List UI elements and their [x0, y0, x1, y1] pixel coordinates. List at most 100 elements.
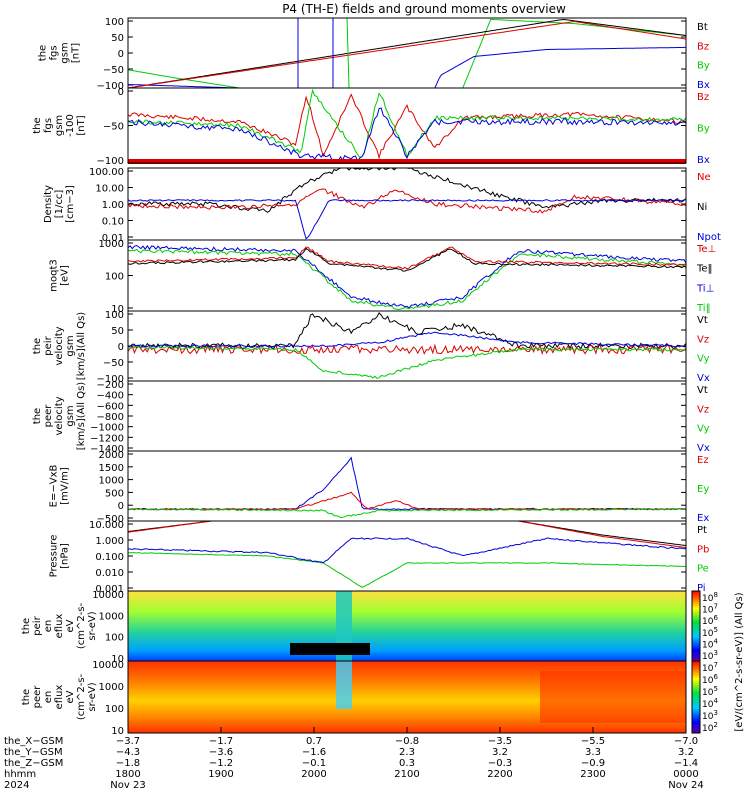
legend-Ni: Ni [697, 202, 707, 213]
panel-ylabel: Density[1/cc][cm−3] [43, 185, 76, 223]
ylabel-line: [nT] [76, 115, 87, 135]
legend-By: By [697, 61, 710, 72]
panel-ylabel: thefgsgsm[nT] [38, 42, 82, 63]
spectrogram-peer-patch [540, 671, 686, 723]
y-tick-label: 1500 [99, 463, 124, 474]
ylabel-line: the [21, 689, 32, 705]
y-tick-label: −600 [97, 401, 124, 412]
trace-npot [127, 199, 687, 240]
y-tick-label: 50 [111, 33, 124, 44]
panel-ylabel: thepeirvelocitygsm[km/s](All Qs) [32, 312, 87, 380]
ylabel-line: [nPa] [60, 543, 71, 569]
ylabel-line: the [21, 618, 32, 634]
panel-frame [127, 17, 687, 89]
colorbar-tick: 103 [702, 649, 718, 662]
ylabel-line: the [38, 45, 49, 61]
ylabel-line: gsm [65, 405, 76, 426]
panel-density: Density[1/cc][cm−3] 100.00 10.00 1.00 0.10 0.… [43, 167, 721, 244]
trace-by-spike [346, 17, 350, 89]
y-tick-label: 0 [118, 49, 124, 60]
colorbar-tick: 107 [702, 661, 718, 674]
y-tick-label: −50 [103, 122, 124, 133]
ylabel-line: eV [65, 690, 76, 703]
y-tick-label: −100 [97, 81, 124, 92]
ylabel-line: the [32, 408, 43, 424]
panel-ylabel: thepeerenefluxeV(cm^2-s-sr-eV) [21, 673, 98, 720]
trace-bz [127, 93, 687, 160]
trace-pt [127, 520, 687, 546]
ylabel-line: en [43, 691, 54, 704]
colorbar-tick: 103 [702, 709, 718, 722]
quality-flag-bar [128, 159, 686, 164]
trace-ti-par [127, 248, 687, 311]
panel-ylabel: thefgsgsm-100[nT] [32, 114, 87, 137]
ylabel-line: fgs [49, 45, 60, 60]
x-tick-label: −1.4 [674, 758, 698, 769]
ylabel-line: peer [32, 685, 43, 709]
legend-Bz: Bz [697, 41, 709, 52]
y-tick-label: 10.000 [89, 520, 124, 531]
ylabel-line: eflux [54, 685, 65, 710]
legend-Ey: Ey [697, 484, 709, 495]
colorbar-label: [eV/(cm^2-s-sr-eV)] (All Qs) [734, 592, 745, 731]
x-tick-label: −0.3 [488, 758, 512, 769]
legend-Te⊥: Te⊥ [696, 244, 716, 255]
x-tick-label: 2000 [301, 769, 326, 780]
panel-peir-eflux: thepeirenefluxeV(cm^2-s-sr-eV)1000010001… [21, 590, 718, 665]
trace-by [127, 18, 687, 89]
legend-Npot: Npot [697, 232, 721, 243]
ylabel-line: gsm [54, 115, 65, 136]
trace-bx [127, 46, 686, 89]
panel-pressure: Pressure[nPa] 10.000 1.000 0.100 0.010 0.001 P… [49, 520, 710, 595]
ylabel-line: fgs [43, 118, 54, 133]
ylabel-line: eflux [54, 614, 65, 639]
y-tick-label: 0.010 [95, 568, 124, 579]
trace-ey [127, 507, 687, 519]
y-tick-label: 10 [111, 726, 124, 737]
panel-ylabel: moqt3[eV] [49, 259, 71, 292]
ylabel-line: en [43, 620, 54, 633]
y-tick-label: −400 [97, 391, 124, 402]
x-row-label: hhmm [4, 769, 36, 780]
y-tick-label: −50 [103, 65, 124, 76]
y-tick-label: −1200 [90, 433, 124, 444]
trace-ez [127, 491, 687, 511]
panel-fgs: thefgsgsm[nT] 100 50 0 −50 −100 Bt Bz By Bx [38, 17, 710, 92]
x-tick-label: −3.6 [209, 747, 233, 758]
y-tick-label: 0 [118, 501, 124, 512]
x-tick-label: −7.0 [674, 736, 698, 747]
legend-Ne: Ne [697, 172, 711, 183]
trace-bt [127, 18, 687, 89]
colorbar-tick: 104 [702, 697, 718, 710]
y-tick-label: 100 [105, 17, 124, 28]
panel-temperature: moqt3[eV] 1000 100 10 Te⊥ Te‖ Ti⊥ Ti‖ [49, 239, 717, 315]
x-tick-label: 2.3 [399, 747, 415, 758]
legend-Pt: Pt [697, 525, 707, 536]
legend-Vx: Vx [697, 443, 710, 454]
trace-ne [127, 188, 687, 214]
colorbar-tick: 105 [702, 685, 718, 698]
colorbar-tick: 106 [702, 673, 718, 686]
colorbar-tick: 106 [702, 614, 718, 627]
legend-Bz: Bz [697, 92, 709, 103]
x-tick-label: −0.1 [302, 758, 326, 769]
spectrogram-peer-band [336, 661, 352, 709]
y-tick-label: −800 [97, 412, 124, 423]
ylabel-line: moqt3 [49, 259, 60, 292]
panel-ylabel: E=−VxB[mV/m] [49, 465, 71, 508]
legend-Ti‖: Ti‖ [696, 303, 711, 314]
ylabel-line: -100 [65, 114, 76, 137]
ylabel-line: sr-eV) [87, 682, 98, 711]
legend-Bx: Bx [697, 80, 710, 91]
ylabel-line: the [32, 338, 43, 354]
ylabel-line: Density [43, 185, 54, 223]
legend-Pi: Pi [697, 583, 706, 594]
colorbar [691, 660, 701, 734]
y-tick-label: 100 [105, 633, 124, 644]
legend-Ez: Ez [697, 455, 709, 466]
x-tick-label: −4.3 [116, 747, 140, 758]
legend-Vy: Vy [697, 354, 710, 365]
y-tick-label: 0.100 [95, 552, 124, 563]
